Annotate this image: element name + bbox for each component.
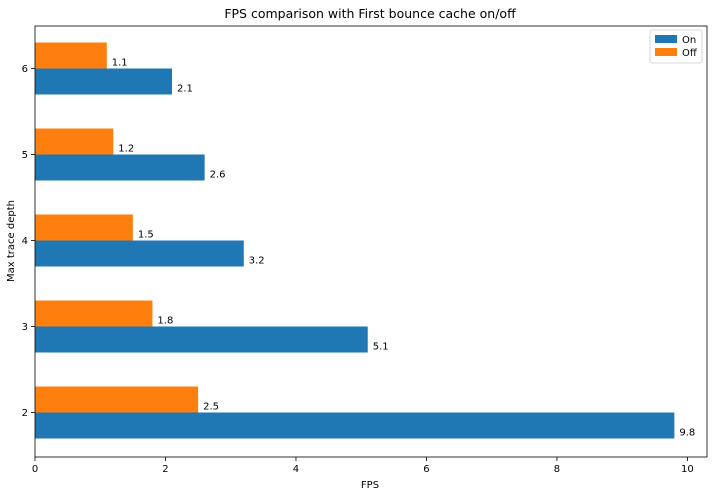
y-tick-label: 6 — [22, 64, 28, 75]
x-axis-title: FPS — [361, 480, 379, 491]
x-tick-label: 6 — [423, 464, 429, 475]
bar-on-5 — [35, 154, 205, 181]
bar-on-4 — [35, 240, 244, 267]
y-axis-ticks: 2 3 4 5 6 — [22, 64, 35, 419]
data-label-off-2: 2.5 — [203, 402, 219, 413]
legend-swatch-on — [655, 35, 677, 43]
data-label-on-2: 9.8 — [679, 428, 695, 439]
x-tick-label: 8 — [554, 464, 560, 475]
bar-off-3 — [35, 300, 153, 327]
x-tick-label: 10 — [681, 464, 694, 475]
bar-on-6 — [35, 68, 173, 95]
bars-layer — [35, 42, 675, 439]
legend-label-off: Off — [682, 48, 698, 59]
data-label-on-6: 2.1 — [177, 84, 193, 95]
bar-off-4 — [35, 214, 133, 241]
plot-frame — [34, 25, 708, 458]
x-tick-label: 4 — [293, 464, 299, 475]
bar-off-5 — [35, 128, 114, 155]
data-label-on-4: 3.2 — [249, 256, 265, 267]
bar-on-3 — [35, 326, 368, 353]
data-label-off-3: 1.8 — [157, 316, 173, 327]
y-tick-label: 5 — [22, 150, 28, 161]
bar-off-6 — [35, 42, 107, 69]
y-tick-label: 2 — [22, 408, 28, 419]
data-label-on-3: 5.1 — [373, 342, 389, 353]
y-tick-label: 3 — [22, 322, 28, 333]
chart-title: FPS comparison with First bounce cache o… — [224, 6, 516, 21]
legend: On Off — [649, 29, 703, 64]
y-axis-title: Max trace depth — [6, 200, 17, 282]
x-tick-label: 0 — [32, 464, 38, 475]
data-label-off-4: 1.5 — [138, 230, 154, 241]
x-tick-label: 2 — [162, 464, 168, 475]
x-axis-ticks: 0 2 4 6 8 10 — [32, 457, 694, 475]
data-label-off-5: 1.2 — [118, 144, 134, 155]
y-tick-label: 4 — [22, 236, 28, 247]
data-labels-layer: 9.8 2.5 5.1 1.8 3.2 1.5 2.6 1.2 2.1 1.1 — [112, 58, 696, 439]
data-label-on-5: 2.6 — [210, 170, 226, 181]
bar-off-2 — [35, 386, 199, 413]
bar-on-2 — [35, 412, 675, 439]
data-label-off-6: 1.1 — [112, 58, 128, 69]
legend-label-on: On — [682, 35, 696, 46]
legend-swatch-off — [655, 48, 677, 56]
